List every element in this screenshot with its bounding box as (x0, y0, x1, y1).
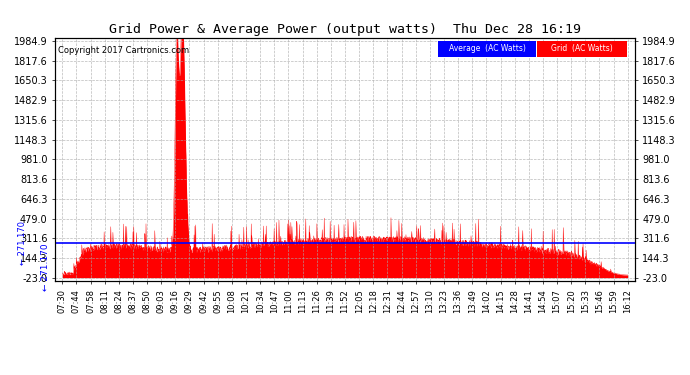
FancyBboxPatch shape (437, 41, 536, 57)
Title: Grid Power & Average Power (output watts)  Thu Dec 28 16:19: Grid Power & Average Power (output watts… (109, 23, 581, 36)
Text: Copyright 2017 Cartronics.com: Copyright 2017 Cartronics.com (58, 46, 189, 55)
Text: ← 271.170: ← 271.170 (18, 221, 27, 265)
Text: ← 271.170: ← 271.170 (41, 243, 50, 291)
Text: Average  (AC Watts): Average (AC Watts) (448, 45, 526, 54)
Text: Grid  (AC Watts): Grid (AC Watts) (551, 45, 613, 54)
FancyBboxPatch shape (538, 41, 627, 57)
